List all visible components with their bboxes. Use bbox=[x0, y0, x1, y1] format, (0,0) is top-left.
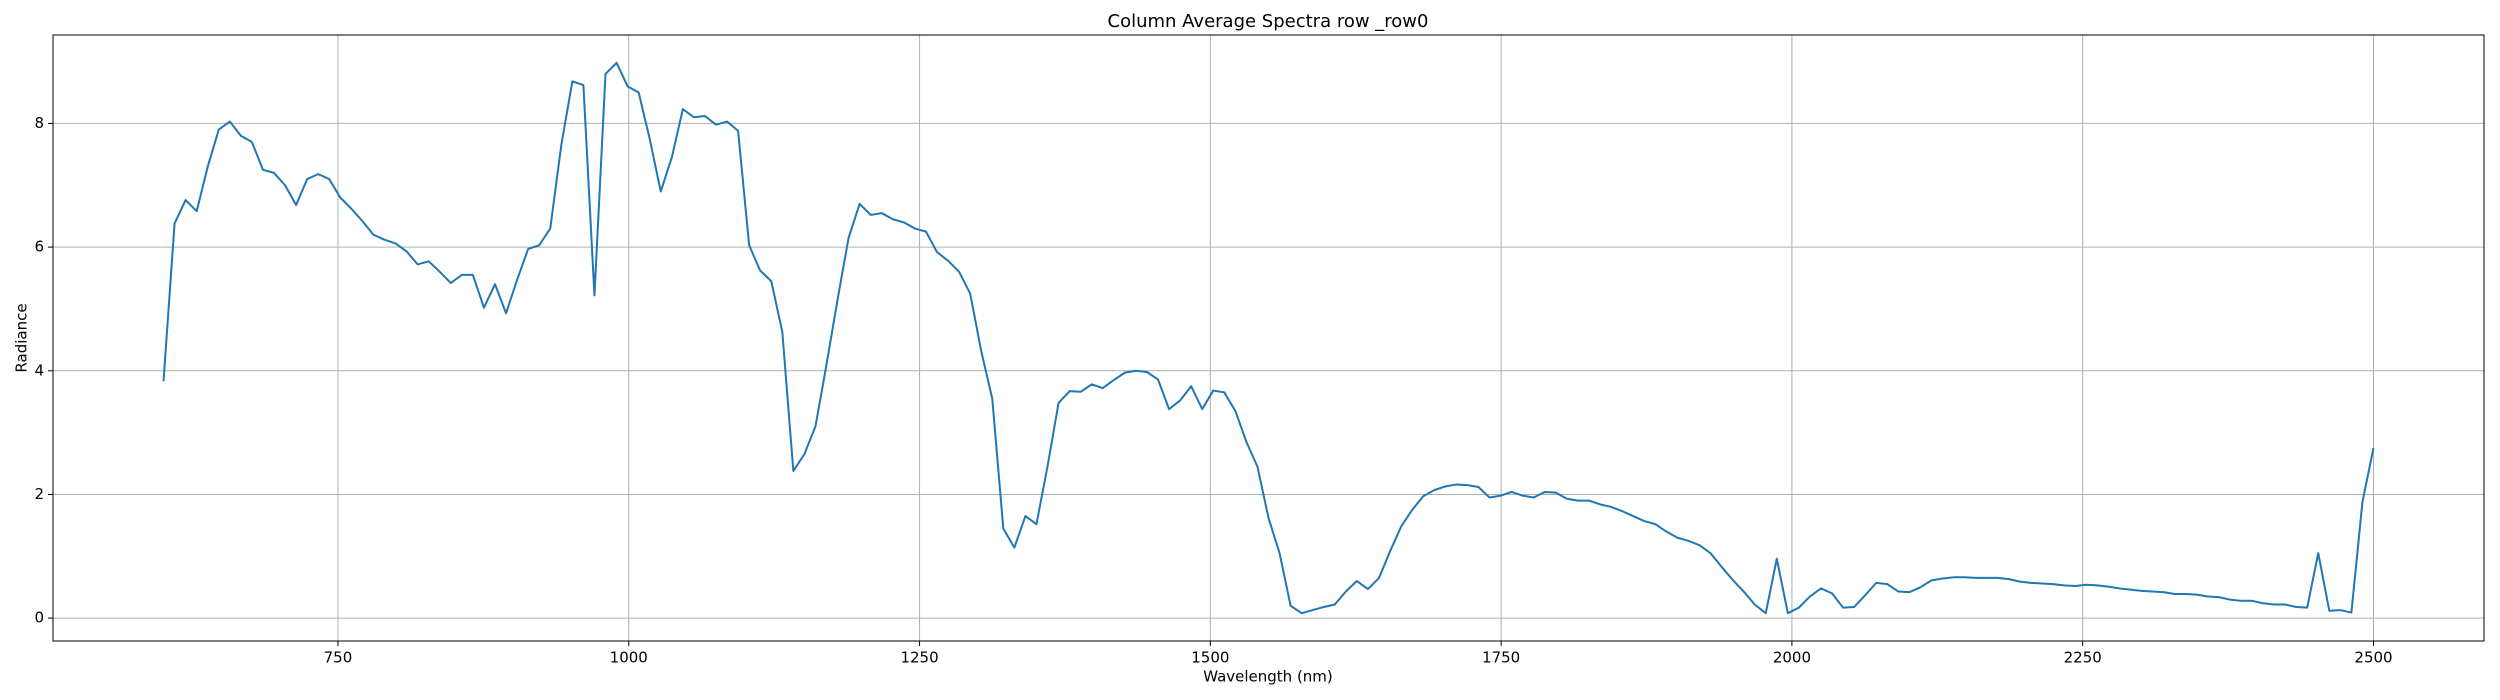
x-axis-label: Wavelength (nm) bbox=[1203, 668, 1333, 686]
y-tick-label: 8 bbox=[34, 114, 44, 132]
x-tick-label: 1000 bbox=[610, 649, 648, 667]
y-tick-label: 0 bbox=[34, 609, 44, 627]
x-tick-label: 2000 bbox=[1773, 649, 1811, 667]
y-tick-label: 2 bbox=[34, 485, 44, 503]
x-tick-label: 2500 bbox=[2354, 649, 2392, 667]
x-tick-label: 1250 bbox=[900, 649, 938, 667]
y-tick-label: 4 bbox=[34, 361, 44, 379]
x-tick-label: 2250 bbox=[2064, 649, 2102, 667]
axes-frame bbox=[52, 34, 2485, 642]
x-tick-label: 750 bbox=[324, 649, 353, 667]
plot-layer bbox=[162, 61, 2375, 615]
y-axis-label: Radiance bbox=[13, 303, 31, 372]
chart-title: Column Average Spectra row _row0 bbox=[1108, 11, 1429, 32]
x-tick-label: 1500 bbox=[1191, 649, 1229, 667]
grid-layer: 750 1000 1250 1500 1750 2000 2250 2500 0 2 4 6 8 bbox=[34, 35, 2484, 667]
x-tick-label: 1750 bbox=[1482, 649, 1520, 667]
data-line bbox=[162, 61, 2375, 615]
y-tick-label: 6 bbox=[34, 238, 44, 256]
